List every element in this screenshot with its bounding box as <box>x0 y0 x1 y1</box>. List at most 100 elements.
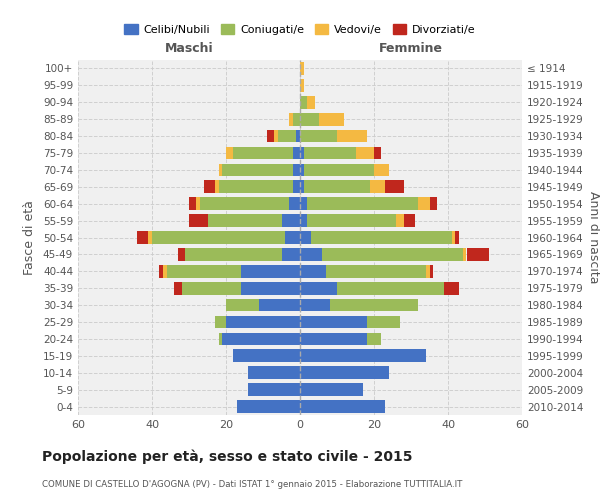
Bar <box>300 400 385 413</box>
Bar <box>304 180 370 193</box>
Bar <box>226 316 300 328</box>
Bar <box>226 299 259 312</box>
Bar <box>374 164 389 176</box>
Bar <box>293 113 300 126</box>
Bar <box>300 113 319 126</box>
Text: Femmine: Femmine <box>379 42 443 55</box>
Bar <box>174 282 182 294</box>
Bar <box>241 265 300 278</box>
Bar <box>167 265 241 278</box>
Bar <box>241 282 300 294</box>
Bar <box>237 400 300 413</box>
Bar <box>337 130 367 142</box>
Bar <box>300 180 304 193</box>
Bar <box>218 164 223 176</box>
Bar <box>304 146 355 160</box>
Bar <box>189 198 196 210</box>
Bar <box>300 332 367 345</box>
Bar <box>463 248 467 260</box>
Bar <box>418 198 430 210</box>
Text: Popolazione per età, sesso e stato civile - 2015: Popolazione per età, sesso e stato civil… <box>42 450 413 464</box>
Bar <box>426 265 430 278</box>
Bar <box>163 265 167 278</box>
Bar <box>311 231 452 244</box>
Bar <box>300 96 307 108</box>
Text: Maschi: Maschi <box>164 42 214 55</box>
Bar <box>396 214 404 227</box>
Bar <box>300 248 322 260</box>
Bar <box>430 198 437 210</box>
Bar <box>300 79 304 92</box>
Bar <box>385 180 404 193</box>
Bar <box>300 299 329 312</box>
Bar <box>319 113 344 126</box>
Bar <box>196 198 200 210</box>
Bar <box>293 164 300 176</box>
Bar <box>208 214 281 227</box>
Bar <box>218 180 293 193</box>
Bar <box>370 180 385 193</box>
Bar <box>300 146 304 160</box>
Bar <box>267 130 274 142</box>
Bar <box>367 316 400 328</box>
Bar <box>300 282 337 294</box>
Bar <box>300 231 311 244</box>
Bar <box>444 282 459 294</box>
Bar <box>185 248 281 260</box>
Bar <box>300 350 426 362</box>
Bar <box>248 366 300 379</box>
Y-axis label: Anni di nascita: Anni di nascita <box>587 191 600 284</box>
Bar <box>152 231 285 244</box>
Bar <box>233 350 300 362</box>
Bar <box>300 384 363 396</box>
Bar <box>300 316 367 328</box>
Bar <box>289 113 293 126</box>
Bar <box>204 180 215 193</box>
Bar <box>178 248 185 260</box>
Bar <box>430 265 433 278</box>
Bar <box>304 164 374 176</box>
Bar <box>329 299 418 312</box>
Bar <box>404 214 415 227</box>
Bar <box>200 198 289 210</box>
Text: COMUNE DI CASTELLO D'AGOGNA (PV) - Dati ISTAT 1° gennaio 2015 - Elaborazione TUT: COMUNE DI CASTELLO D'AGOGNA (PV) - Dati … <box>42 480 463 489</box>
Bar <box>322 248 463 260</box>
Bar <box>259 299 300 312</box>
Bar <box>337 282 444 294</box>
Bar <box>148 231 152 244</box>
Bar <box>226 146 233 160</box>
Bar <box>223 332 300 345</box>
Bar <box>278 130 296 142</box>
Bar <box>300 198 307 210</box>
Bar <box>300 265 326 278</box>
Bar <box>300 62 304 75</box>
Bar <box>281 248 300 260</box>
Bar <box>300 366 389 379</box>
Bar <box>137 231 148 244</box>
Bar <box>189 214 208 227</box>
Bar <box>182 282 241 294</box>
Bar <box>300 214 307 227</box>
Bar <box>233 146 293 160</box>
Bar <box>367 332 382 345</box>
Bar <box>355 146 374 160</box>
Bar <box>374 146 382 160</box>
Bar <box>289 198 300 210</box>
Legend: Celibi/Nubili, Coniugati/e, Vedovi/e, Divorziati/e: Celibi/Nubili, Coniugati/e, Vedovi/e, Di… <box>120 20 480 39</box>
Bar <box>307 198 418 210</box>
Bar <box>307 214 396 227</box>
Bar <box>274 130 278 142</box>
Bar <box>296 130 300 142</box>
Bar <box>215 316 226 328</box>
Bar <box>293 180 300 193</box>
Bar <box>467 248 488 260</box>
Bar <box>300 130 337 142</box>
Bar <box>300 164 304 176</box>
Y-axis label: Fasce di età: Fasce di età <box>23 200 36 275</box>
Bar <box>455 231 459 244</box>
Bar <box>215 180 218 193</box>
Bar <box>307 96 315 108</box>
Bar <box>452 231 455 244</box>
Bar <box>160 265 163 278</box>
Bar <box>326 265 426 278</box>
